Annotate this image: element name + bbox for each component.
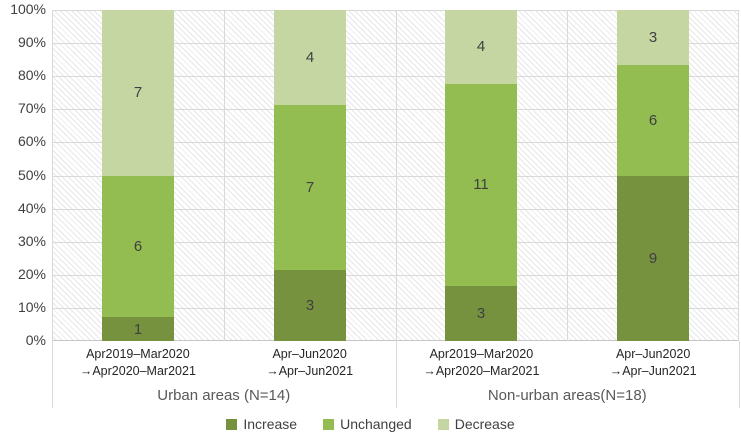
bar-value-label: 3 bbox=[648, 29, 658, 47]
plot-area: 1 6 7 3 7 4 3 11 4 9 6 3 bbox=[52, 10, 739, 341]
gridline-horizontal bbox=[52, 275, 739, 276]
gridline-horizontal bbox=[52, 308, 739, 309]
gridline-vertical bbox=[567, 10, 568, 341]
bar-value-label: 6 bbox=[648, 111, 658, 129]
category-label-line2: →Apr–Jun2021 bbox=[266, 364, 354, 378]
legend-label: Decrease bbox=[454, 416, 515, 432]
bar-value-label: 6 bbox=[133, 237, 143, 255]
category-label-line2: →Apr2020–Mar2021 bbox=[79, 364, 196, 378]
gridline-vertical bbox=[396, 10, 397, 341]
axis-group-separator bbox=[396, 341, 397, 408]
gridline-horizontal bbox=[52, 209, 739, 210]
bar-segment-decrease: 3 bbox=[617, 10, 689, 66]
y-tick-label: 20% bbox=[17, 266, 46, 282]
legend-label: Unchanged bbox=[340, 416, 412, 432]
axis-group-separator bbox=[739, 341, 740, 408]
bar-segment-increase: 1 bbox=[102, 317, 174, 341]
category-label-line2: →Apr2020–Mar2021 bbox=[423, 364, 540, 378]
bar-segment-unchanged: 7 bbox=[274, 104, 346, 271]
group-label: Urban areas (N=14) bbox=[157, 387, 291, 404]
bar-value-label: 1 bbox=[133, 320, 143, 338]
category-label-line2: →Apr–Jun2021 bbox=[609, 364, 697, 378]
y-tick-label: 50% bbox=[17, 167, 46, 183]
legend-item-increase: Increase bbox=[226, 416, 297, 432]
axis-group-separator bbox=[52, 341, 53, 408]
gridline-horizontal bbox=[52, 109, 739, 110]
bar-segment-increase: 3 bbox=[274, 270, 346, 341]
category-label: Apr2019–Mar2020 →Apr2020–Mar2021 bbox=[396, 346, 568, 380]
bar-segment-unchanged: 6 bbox=[102, 175, 174, 318]
bar-value-label: 3 bbox=[305, 297, 315, 315]
y-tick-label: 0% bbox=[25, 332, 46, 348]
legend-swatch-decrease-icon bbox=[437, 418, 449, 430]
bar-segment-unchanged: 11 bbox=[445, 83, 517, 286]
bar-value-label: 4 bbox=[476, 38, 486, 56]
group-label: Non-urban areas(N=18) bbox=[487, 387, 647, 404]
legend: Increase Unchanged Decrease bbox=[0, 416, 741, 432]
bar-segment-increase: 3 bbox=[445, 285, 517, 341]
category-label-line1: Apr2019–Mar2020 bbox=[429, 347, 534, 361]
category-label: Apr–Jun2020 →Apr–Jun2021 bbox=[224, 346, 396, 380]
bar-value-label: 9 bbox=[648, 249, 658, 267]
gridline-horizontal bbox=[52, 142, 739, 143]
gridline-horizontal bbox=[52, 242, 739, 243]
gridline-horizontal bbox=[52, 76, 739, 77]
y-tick-label: 90% bbox=[17, 34, 46, 50]
bar-segment-decrease: 4 bbox=[274, 10, 346, 105]
bar-value-label: 11 bbox=[473, 176, 489, 194]
category-label-line1: Apr–Jun2020 bbox=[615, 347, 691, 361]
legend-label: Increase bbox=[243, 416, 298, 432]
legend-item-decrease: Decrease bbox=[437, 416, 515, 432]
bar-value-label: 7 bbox=[133, 84, 143, 102]
bar-value-label: 3 bbox=[476, 304, 486, 322]
legend-swatch-unchanged-icon bbox=[323, 418, 335, 430]
gridline-vertical bbox=[738, 10, 739, 341]
y-tick-label: 100% bbox=[10, 1, 46, 17]
y-tick-label: 60% bbox=[17, 133, 46, 149]
y-tick-label: 70% bbox=[17, 100, 46, 116]
gridline-horizontal bbox=[52, 340, 739, 341]
category-label-line1: Apr2019–Mar2020 bbox=[86, 347, 190, 361]
category-label-line1: Apr–Jun2020 bbox=[272, 347, 347, 361]
gridline-horizontal bbox=[52, 10, 739, 11]
bar-value-label: 7 bbox=[305, 178, 315, 196]
y-tick-label: 10% bbox=[17, 299, 46, 315]
bar-segment-increase: 9 bbox=[617, 175, 689, 341]
bar-value-label: 4 bbox=[305, 48, 315, 66]
y-tick-label: 30% bbox=[17, 233, 46, 249]
bar-segment-unchanged: 6 bbox=[617, 65, 689, 176]
gridline-horizontal bbox=[52, 176, 739, 177]
y-tick-label: 80% bbox=[17, 67, 46, 83]
category-label: Apr2019–Mar2020 →Apr2020–Mar2021 bbox=[52, 346, 224, 380]
gridline-vertical bbox=[224, 10, 225, 341]
legend-item-unchanged: Unchanged bbox=[323, 416, 412, 432]
category-label: Apr–Jun2020 →Apr–Jun2021 bbox=[567, 346, 739, 380]
legend-swatch-increase-icon bbox=[226, 418, 238, 430]
bar-segment-decrease: 4 bbox=[445, 10, 517, 84]
gridline-vertical bbox=[52, 10, 53, 341]
bar-segment-decrease: 7 bbox=[102, 10, 174, 176]
gridline-horizontal bbox=[52, 43, 739, 44]
y-tick-label: 40% bbox=[17, 200, 46, 216]
